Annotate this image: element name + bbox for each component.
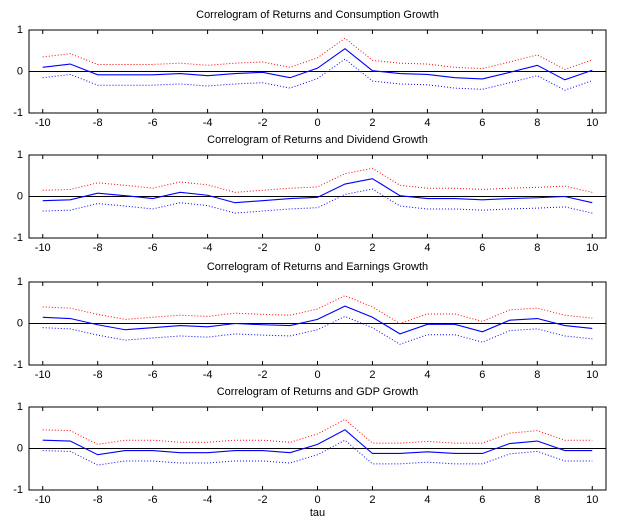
x-tick-label: 6: [479, 117, 485, 129]
correlation-line: [42, 178, 593, 204]
x-tick-label: -4: [203, 494, 213, 506]
x-tick-label: -4: [203, 117, 213, 129]
y-tick-label: 1: [17, 276, 23, 288]
confidence-band: [42, 295, 593, 325]
x-tick-label: 0: [314, 494, 320, 506]
x-tick-label: -8: [93, 369, 103, 381]
x-tick-label: 8: [534, 242, 540, 254]
x-tick-label: 4: [424, 117, 430, 129]
x-tick-label: 8: [534, 369, 540, 381]
x-tick-label: 4: [424, 242, 430, 254]
y-tick-label: -1: [13, 484, 23, 496]
y-tick-label: 0: [17, 65, 23, 77]
x-tick-label: 10: [586, 242, 598, 254]
x-tick-label: 4: [424, 369, 430, 381]
x-tick-label: 6: [479, 494, 485, 506]
y-tick-label: -1: [13, 107, 23, 119]
chart-title: Correlogram of Returns and Consumption G…: [196, 9, 439, 21]
y-tick-label: -1: [13, 232, 23, 244]
chart-title: Correlogram of Returns and Dividend Grow…: [207, 134, 428, 146]
y-tick-label: 1: [17, 24, 23, 36]
confidence-band: [42, 439, 593, 466]
y-tick-label: 0: [17, 442, 23, 454]
x-tick-label: -2: [258, 242, 268, 254]
confidence-band: [42, 188, 593, 214]
x-tick-label: 2: [369, 242, 375, 254]
x-tick-label: -10: [35, 369, 51, 381]
x-tick-label: -4: [203, 242, 213, 254]
x-axis-label: tau: [310, 507, 325, 519]
confidence-band: [42, 418, 593, 445]
y-tick-label: 0: [17, 190, 23, 202]
x-tick-label: 2: [369, 494, 375, 506]
x-tick-label: -2: [258, 494, 268, 506]
x-tick-label: -6: [148, 494, 158, 506]
x-tick-label: -2: [258, 117, 268, 129]
correlation-line: [42, 47, 593, 81]
x-tick-label: -4: [203, 369, 213, 381]
x-tick-label: -10: [35, 117, 51, 129]
x-tick-label: -6: [148, 117, 158, 129]
confidence-band: [42, 167, 593, 193]
x-tick-label: -8: [93, 117, 103, 129]
x-tick-label: 0: [314, 117, 320, 129]
correlation-line: [42, 305, 593, 335]
chart-title: Correlogram of Returns and GDP Growth: [217, 386, 419, 398]
x-tick-label: 4: [424, 494, 430, 506]
x-tick-label: 8: [534, 494, 540, 506]
y-tick-label: -1: [13, 359, 23, 371]
confidence-band: [42, 315, 593, 345]
x-tick-label: -2: [258, 369, 268, 381]
x-tick-label: 0: [314, 242, 320, 254]
x-tick-label: 0: [314, 369, 320, 381]
x-tick-label: 6: [479, 369, 485, 381]
correlation-line: [42, 429, 593, 456]
x-tick-label: 2: [369, 369, 375, 381]
y-tick-label: 1: [17, 149, 23, 161]
x-tick-label: 2: [369, 117, 375, 129]
x-tick-label: 10: [586, 369, 598, 381]
x-tick-label: 10: [586, 494, 598, 506]
x-tick-label: -10: [35, 494, 51, 506]
x-tick-label: -8: [93, 242, 103, 254]
confidence-band: [42, 37, 593, 70]
x-tick-label: -10: [35, 242, 51, 254]
x-tick-label: 10: [586, 117, 598, 129]
x-tick-label: -8: [93, 494, 103, 506]
x-tick-label: -6: [148, 369, 158, 381]
x-tick-label: 6: [479, 242, 485, 254]
confidence-band: [42, 58, 593, 91]
y-tick-label: 0: [17, 317, 23, 329]
y-tick-label: 1: [17, 401, 23, 413]
x-tick-label: -6: [148, 242, 158, 254]
chart-title: Correlogram of Returns and Earnings Grow…: [207, 261, 428, 273]
x-tick-label: 8: [534, 117, 540, 129]
